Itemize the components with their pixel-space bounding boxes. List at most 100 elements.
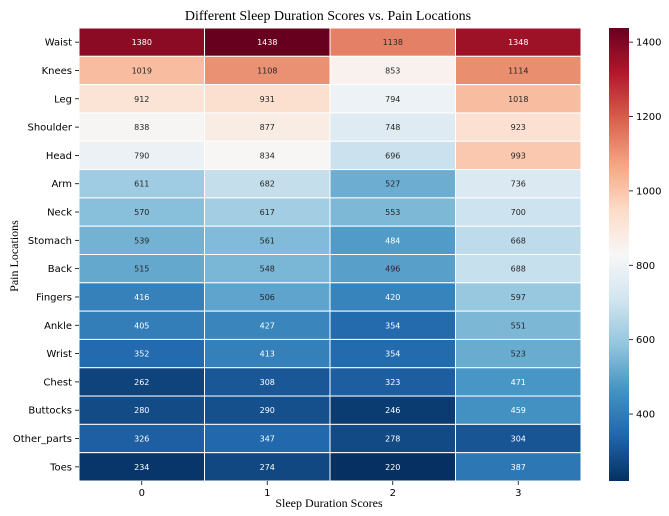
heatmap-cell [204, 367, 331, 397]
cell-value-label: 413 [260, 350, 275, 359]
cell-value-label: 354 [385, 350, 400, 359]
cell-value-label: 352 [134, 350, 149, 359]
cell-value-label: 696 [385, 151, 400, 160]
cell-value-label: 427 [260, 321, 275, 330]
cell-value-label: 420 [385, 293, 400, 302]
cell-value-label: 262 [134, 378, 149, 387]
cell-value-label: 220 [385, 463, 400, 472]
heatmap-cell [455, 197, 582, 227]
cell-value-label: 1138 [383, 38, 403, 47]
heatmap-cells: 1380 1438 1138 1348 1019 1108 853 1114 912 931 794… [78, 27, 582, 482]
cell-value-label: 304 [511, 435, 526, 444]
x-tick-labels: 0 1 2 3 [139, 481, 521, 499]
heatmap-cell [204, 27, 331, 57]
cell-value-label: 523 [511, 350, 526, 359]
heatmap-cell [204, 169, 331, 199]
heatmap-cell [455, 367, 582, 397]
cell-value-label: 1438 [257, 38, 277, 47]
heatmap-cell [204, 310, 331, 340]
y-tick-label: Buttocks [28, 406, 72, 417]
cell-value-label: 290 [260, 406, 275, 415]
heatmap-cell [329, 197, 456, 227]
cell-value-label: 459 [511, 406, 526, 415]
cell-value-label: 1019 [132, 66, 152, 75]
cell-value-label: 551 [511, 321, 526, 330]
colorbar-tick-label: 800 [636, 261, 655, 272]
cell-value-label: 234 [134, 463, 149, 472]
cell-value-label: 790 [134, 151, 149, 160]
y-tick-label: Head [46, 151, 72, 162]
heatmap-cell [455, 27, 582, 57]
cell-value-label: 736 [511, 180, 526, 189]
heatmap-cell [455, 452, 582, 482]
heatmap-cell [455, 310, 582, 340]
heatmap-cell [329, 140, 456, 171]
y-tick-label: Toes [49, 462, 72, 473]
heatmap-cell [329, 310, 456, 340]
heatmap-cell [455, 55, 582, 86]
cell-value-label: 877 [260, 123, 275, 132]
cell-value-label: 912 [134, 95, 149, 104]
heatmap-cell [329, 367, 456, 397]
cell-value-label: 527 [385, 180, 400, 189]
cell-value-label: 326 [134, 435, 149, 444]
colorbar-tick-label: 600 [636, 335, 655, 346]
colorbar-tick-label: 1200 [636, 112, 661, 123]
heatmap-cell [204, 338, 331, 369]
y-tick-label: Ankle [44, 321, 72, 332]
y-tick-label: Chest [43, 377, 72, 388]
colorbar-gradient [609, 28, 629, 481]
cell-value-label: 1380 [132, 38, 152, 47]
cell-value-label: 682 [260, 180, 275, 189]
cell-value-label: 1018 [508, 95, 528, 104]
heatmap-cell [78, 27, 205, 57]
x-tick-label: 0 [139, 488, 145, 499]
cell-value-label: 246 [385, 406, 400, 415]
y-tick-label: Knees [42, 66, 72, 77]
heatmap-cell [455, 282, 582, 312]
x-tick-label: 1 [264, 488, 270, 499]
heatmap-cell [329, 169, 456, 199]
heatmap-cell [78, 225, 205, 255]
x-axis-label: Sleep Duration Scores [275, 496, 383, 510]
y-tick-label: Back [48, 264, 72, 275]
cell-value-label: 561 [260, 236, 275, 245]
heatmap-cell [204, 112, 331, 142]
cell-value-label: 308 [260, 378, 275, 387]
heatmap-cell [455, 112, 582, 142]
cell-value-label: 923 [511, 123, 526, 132]
heatmap-cell [329, 225, 456, 255]
heatmap-cell [78, 367, 205, 397]
colorbar: 400 600 800 1000 1200 1400 [609, 28, 661, 481]
heatmap-cell [204, 84, 331, 114]
cell-value-label: 278 [385, 435, 400, 444]
cell-value-label: 611 [134, 180, 149, 189]
cell-value-label: 931 [260, 95, 275, 104]
cell-value-label: 617 [260, 208, 275, 217]
x-tick-label: 3 [515, 488, 521, 499]
colorbar-tick-label: 400 [636, 410, 655, 421]
heatmap-cell [455, 338, 582, 369]
cell-value-label: 387 [511, 463, 526, 472]
heatmap-cell [329, 395, 456, 425]
cell-value-label: 496 [385, 265, 400, 274]
y-tick-labels: Waist Knees Leg Shoulder Head Arm Neck Stomach B… [13, 38, 79, 473]
cell-value-label: 834 [260, 151, 275, 160]
cell-value-label: 347 [260, 435, 275, 444]
colorbar-ticks: 400 600 800 1000 1200 1400 [629, 38, 661, 421]
y-tick-label: Neck [47, 208, 72, 219]
heatmap-cell [329, 27, 456, 57]
x-tick-label: 2 [390, 488, 396, 499]
cell-value-label: 1348 [508, 38, 528, 47]
cell-value-label: 668 [511, 236, 526, 245]
cell-value-label: 553 [385, 208, 400, 217]
cell-value-label: 688 [511, 265, 526, 274]
heatmap-cell [455, 140, 582, 171]
y-tick-label: Fingers [36, 292, 72, 303]
y-tick-label: Shoulder [27, 123, 72, 134]
cell-value-label: 405 [134, 321, 149, 330]
heatmap-cell [455, 84, 582, 114]
heatmap-cell [78, 452, 205, 482]
y-tick-label: Wrist [47, 349, 73, 360]
